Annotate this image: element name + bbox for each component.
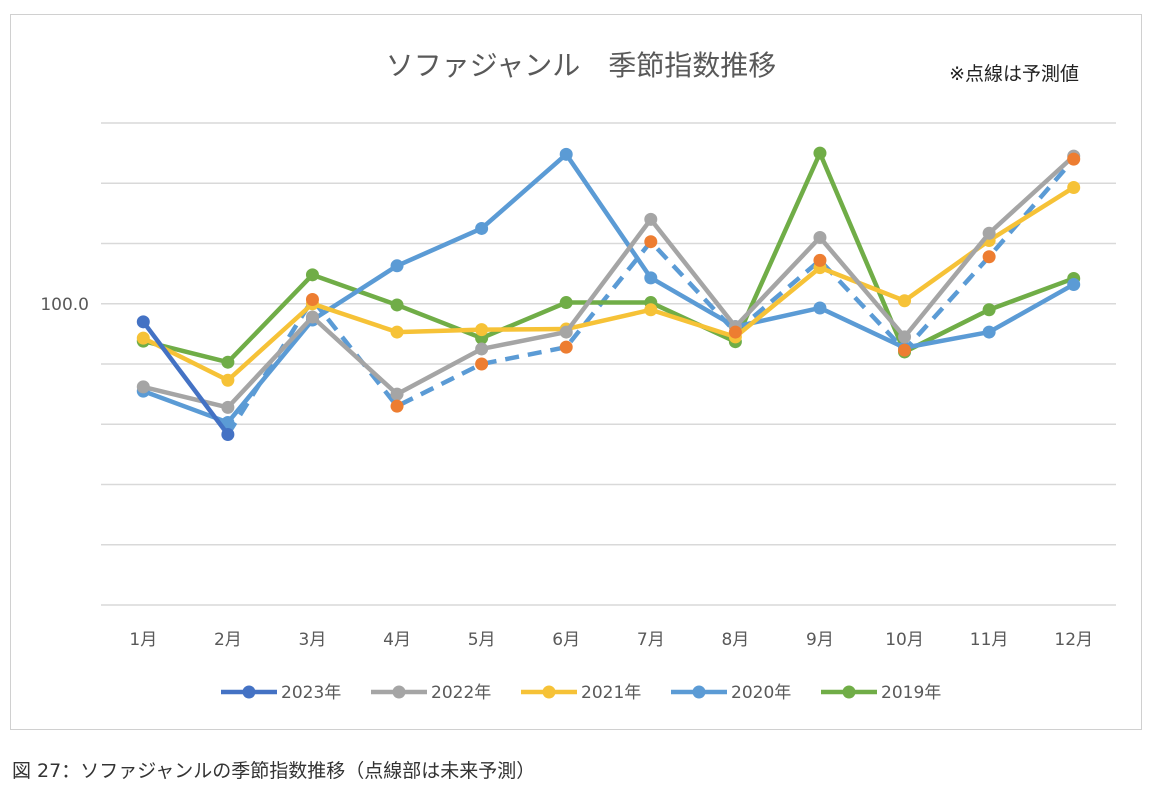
x-tick-label: 6月 [552,630,580,650]
legend-label: 2023年 [281,683,341,703]
forecast-point [813,253,827,267]
series-2022年-point [644,212,658,226]
y-tick-label: 100.0 [40,295,89,315]
series-2021年-point [390,325,404,339]
x-tick-label: 3月 [299,630,327,650]
series-2022年-point [305,310,319,324]
series-2020年-point [1067,277,1081,291]
figure-caption: 図 27：ソファジャンルの季節指数推移（点線部は未来予測） [12,760,536,782]
series-2022年-point [221,400,235,414]
series-2022年-line [142,154,1076,410]
legend-label: 2022年 [431,683,491,703]
forecast-note: ※点線は予測値 [949,63,1079,85]
line-chart: ソファジャンル 季節指数推移 ※点線は予測値 100.0 1月 2月 3月 4月 5月 6… [40,49,1116,703]
series-2019年-point [982,303,996,317]
series-2021年-point [644,303,658,317]
series-2019年-point [813,146,827,160]
x-tick-label: 9月 [806,630,834,650]
forecast-point [475,357,489,371]
legend-marker [392,685,406,699]
series-2019年-point [305,268,319,282]
series-2020年-point [559,147,573,161]
legend-label: 2019年 [881,683,941,703]
forecast-point [390,399,404,413]
series-2023年-line [141,320,230,436]
forecast-point [559,340,573,354]
series-2020年-point [221,415,235,429]
series-2022年-point [475,342,489,356]
legend-marker [542,685,556,699]
forecast-point [1067,152,1081,166]
x-tick-label: 8月 [721,630,749,650]
series-2022年-point [390,387,404,401]
forecast-point [644,235,658,249]
series-2021年-point [898,294,912,308]
series-2019年-point [221,355,235,369]
x-tick-label: 5月 [468,630,496,650]
series-2019年-point [559,296,573,310]
legend-label: 2021年 [581,683,641,703]
series-2022年-point [136,380,150,394]
x-tick-label: 2月 [214,630,242,650]
series-2020年-point [475,221,489,235]
series-2019年-point [390,298,404,312]
chart-container: ソファジャンル 季節指数推移 ※点線は予測値 100.0 1月 2月 3月 4月 5月 6… [10,14,1142,730]
series-2020年-point [813,301,827,315]
legend-marker [692,685,706,699]
series-2021年-point [475,323,489,337]
x-tick-label: 1月 [129,630,157,650]
chart-title: ソファジャンル 季節指数推移 [386,49,777,82]
series-2022年-point [813,230,827,244]
series-2022年-point [559,325,573,339]
series-2021年-point [136,331,150,345]
forecast-point [305,293,319,307]
legend-label: 2020年 [731,683,791,703]
series-2022年-point [982,226,996,240]
forecast-point [728,325,742,339]
series-2022年-point [898,330,912,344]
x-tick-label: 12月 [1054,630,1093,650]
forecast-point [982,250,996,264]
x-tick-label: 11月 [970,630,1009,650]
series-2021年-line [142,185,1075,383]
legend-marker [842,685,856,699]
series-2020年-point [644,271,658,285]
x-tick-label: 7月 [637,630,665,650]
series-2023年-point [221,427,235,441]
series-2020年-line [142,152,1075,425]
x-tick-label: 4月 [383,630,411,650]
series-2023年-point [136,315,150,329]
x-tick-label: 10月 [885,630,924,650]
series-2020年-point [982,325,996,339]
series-2020年-point [390,259,404,273]
series-2021年-point [1067,180,1081,194]
legend-marker [242,685,256,699]
series-2021年-point [221,373,235,387]
forecast-point [898,343,912,357]
